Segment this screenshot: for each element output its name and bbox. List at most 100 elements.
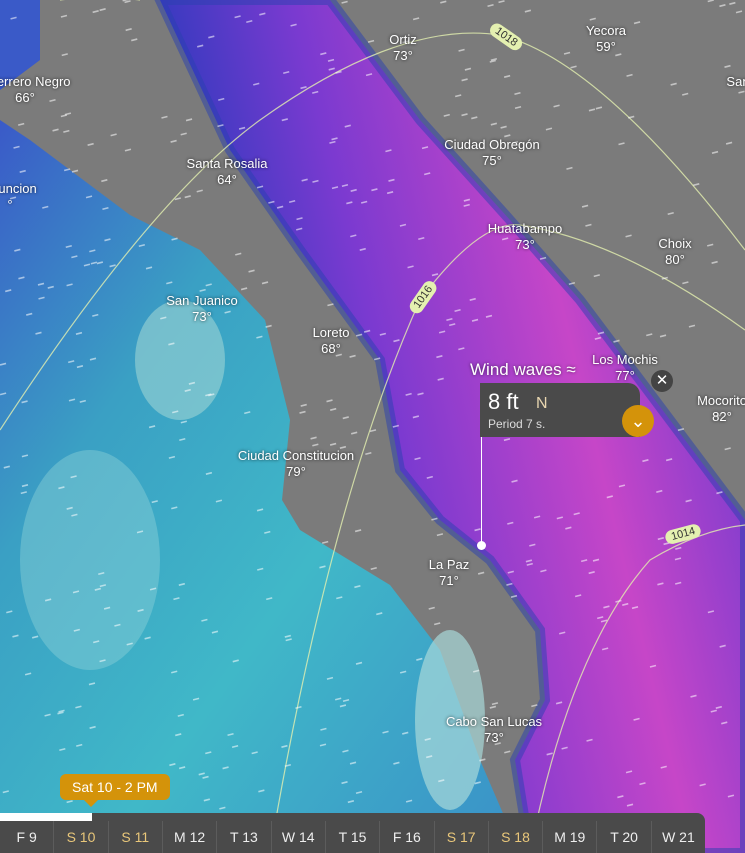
wave-streak (350, 431, 358, 435)
wave-streak (75, 705, 82, 709)
wave-streak (349, 761, 357, 765)
wave-streak (382, 730, 389, 734)
wave-streak (101, 179, 108, 183)
wave-streak (719, 644, 726, 648)
wave-streak (13, 145, 20, 149)
wave-streak (355, 790, 363, 795)
wave-streak (600, 619, 608, 623)
timeline-day[interactable]: S 17 (433, 821, 488, 853)
timeline-day[interactable]: T 13 (216, 821, 270, 853)
wave-streak (246, 20, 253, 24)
timeline-day[interactable]: S 11 (107, 821, 162, 853)
wave-streak (646, 333, 653, 337)
city-label: Cabo San Lucas 73° (445, 714, 543, 745)
wave-streak (148, 425, 156, 429)
wave-streak (218, 97, 225, 101)
wave-streak (76, 365, 84, 369)
timeline-day[interactable]: S 18 (487, 821, 542, 853)
timeline-day[interactable]: W 21 (650, 821, 705, 853)
wave-streak (500, 125, 507, 129)
wave-streak (37, 282, 45, 286)
wave-streak (399, 670, 407, 674)
wave-streak (363, 329, 371, 333)
wave-streak (208, 35, 215, 39)
wave-streak (264, 530, 271, 534)
wave-streak (494, 742, 501, 746)
wave-streak (589, 17, 596, 21)
forecast-popup[interactable]: 8 ft N Period 7 s. (480, 383, 640, 437)
wave-streak (331, 137, 338, 141)
wave-streak (526, 562, 533, 566)
wave-streak (431, 517, 438, 521)
location-pin[interactable] (477, 541, 486, 550)
wave-streak (350, 234, 357, 238)
wave-streak (376, 612, 383, 616)
timeline-day[interactable]: S 10 (53, 821, 107, 853)
wave-streak (21, 400, 28, 404)
wave-streak (180, 420, 188, 424)
wave-streak (21, 454, 29, 458)
wave-streak (367, 39, 375, 43)
wave-streak (581, 204, 589, 208)
wave-streak (504, 134, 511, 138)
wave-streak (436, 533, 444, 537)
wave-streak (424, 737, 431, 741)
wave-streak (178, 582, 186, 586)
wave-streak (545, 127, 553, 131)
timeline-day[interactable]: T 15 (324, 821, 379, 853)
wave-streak (514, 105, 522, 109)
wave-streak (94, 587, 101, 591)
gulf-of-california (154, 0, 745, 853)
wave-streak (487, 3, 494, 8)
wave-streak (659, 334, 667, 338)
close-icon[interactable]: ✕ (651, 370, 673, 392)
wave-streak (601, 647, 609, 651)
wave-streak (59, 747, 66, 752)
timeline-day[interactable]: F 16 (379, 821, 433, 853)
chevron-down-icon[interactable]: ⌄ (622, 405, 654, 437)
wave-streak (57, 711, 64, 715)
city-label: La Paz 71° (428, 557, 470, 588)
wave-streak (501, 237, 509, 241)
timeline-bar[interactable]: F 9 S 10 S 11 M 12 T 13 W 14 T 15 F 16 S 17 S 18 M… (0, 813, 705, 853)
wave-streak (446, 317, 453, 322)
timeline-day[interactable]: T 20 (596, 821, 650, 853)
wave-streak (371, 188, 378, 192)
wave-streak (365, 451, 372, 456)
wave-streak (331, 186, 339, 190)
wave-streak (76, 743, 83, 747)
wave-streak (556, 516, 563, 520)
wave-streak (124, 0, 131, 4)
wave-streak (463, 198, 471, 202)
wave-streak (71, 513, 78, 517)
wave-streak (285, 638, 292, 642)
timeline-day[interactable]: M 19 (542, 821, 596, 853)
current-time-bubble[interactable]: Sat 10 - 2 PM (60, 774, 170, 807)
wave-streak (568, 281, 576, 286)
wave-streak (24, 672, 32, 676)
wave-streak (89, 725, 96, 729)
wave-streak (63, 129, 70, 133)
wave-streak (699, 783, 706, 787)
wave-streak (329, 407, 337, 411)
wave-streak (125, 28, 132, 32)
wave-streak (177, 713, 184, 717)
wave-streak (490, 122, 498, 126)
timeline-progress[interactable] (0, 813, 92, 821)
wave-streak (172, 410, 179, 414)
wave-streak (92, 313, 99, 317)
wave-streak (171, 506, 178, 510)
wave-streak (0, 362, 7, 366)
wave-streak (312, 179, 319, 183)
wave-streak (342, 698, 350, 702)
wave-streak (192, 697, 200, 701)
timeline-day[interactable]: W 14 (270, 821, 325, 853)
wave-streak (639, 782, 646, 786)
wave-streak (511, 479, 518, 483)
wave-streak (618, 484, 626, 488)
wave-streak (682, 92, 689, 96)
wave-streak (131, 38, 138, 42)
timeline-day[interactable]: M 12 (161, 821, 216, 853)
city-label: San Juanico 73° (166, 293, 238, 324)
timeline-day[interactable]: F 9 (16, 829, 37, 845)
